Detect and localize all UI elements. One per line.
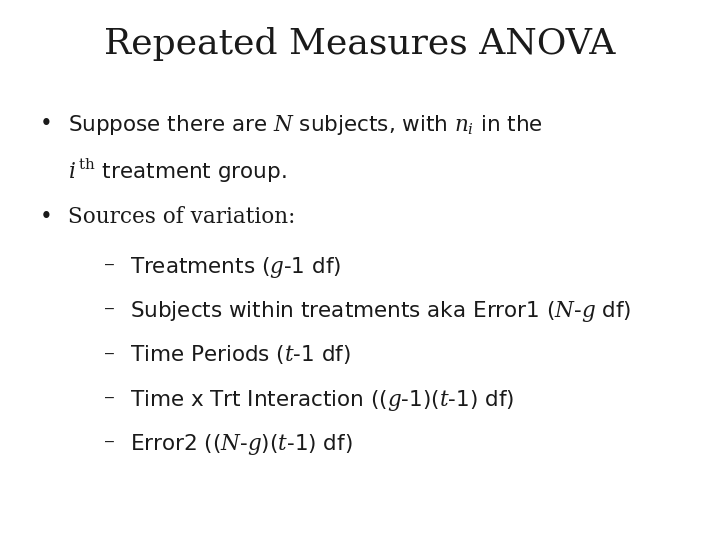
Text: Time x Trt Interaction (($g$-1)($t$-1) df): Time x Trt Interaction (($g$-1)($t$-1) d… [130,388,514,413]
Text: Time Periods ($t$-1 df): Time Periods ($t$-1 df) [130,343,351,367]
Text: Sources of variation:: Sources of variation: [68,206,296,228]
Text: •: • [40,206,53,228]
Text: $i^{\,\mathrm{th}}$ treatment group.: $i^{\,\mathrm{th}}$ treatment group. [68,157,287,185]
Text: –: – [104,299,115,321]
Text: Repeated Measures ANOVA: Repeated Measures ANOVA [104,27,616,61]
Text: –: – [104,255,115,277]
Text: Suppose there are $N$ subjects, with $n_i$ in the: Suppose there are $N$ subjects, with $n_… [68,113,543,137]
Text: Subjects within treatments aka Error1 ($N$-$g$ df): Subjects within treatments aka Error1 ($… [130,299,631,324]
Text: Treatments ($g$-1 df): Treatments ($g$-1 df) [130,255,341,280]
Text: –: – [104,388,115,410]
Text: Error2 (($N$-$g$)($t$-1) df): Error2 (($N$-$g$)($t$-1) df) [130,432,352,457]
Text: –: – [104,432,115,454]
Text: •: • [40,113,53,136]
Text: –: – [104,343,115,366]
